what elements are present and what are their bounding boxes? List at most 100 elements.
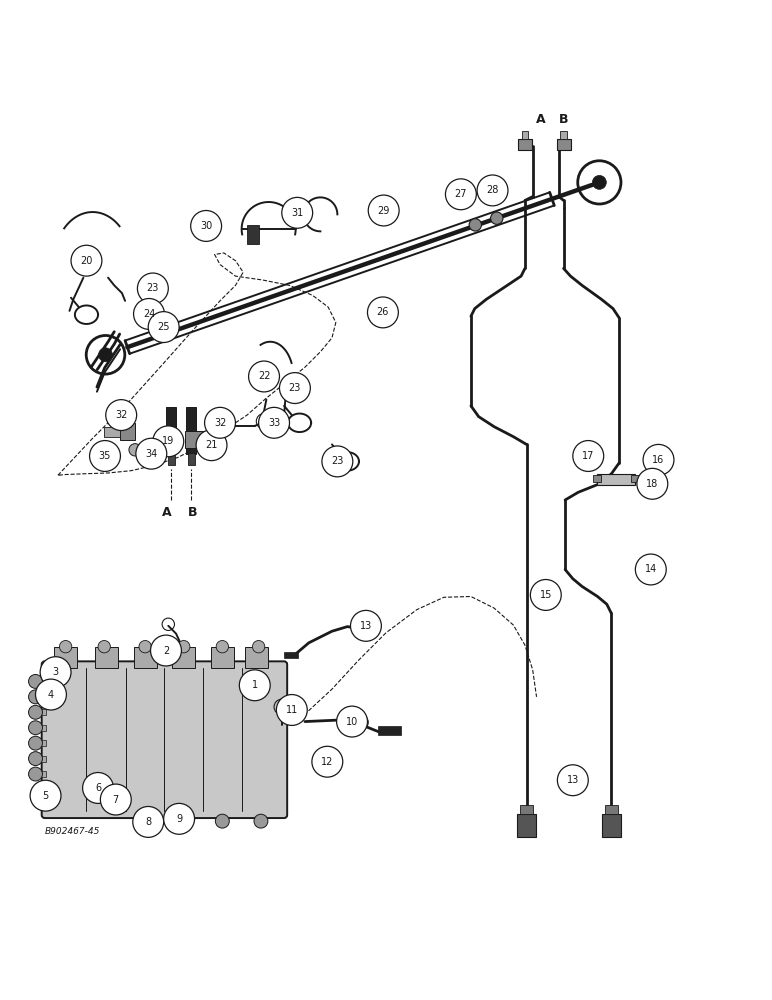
Circle shape [637,468,668,499]
Text: 22: 22 [258,371,270,381]
Bar [597,474,635,485]
Circle shape [350,610,381,641]
Circle shape [252,641,265,653]
Circle shape [592,175,606,189]
Circle shape [139,641,151,653]
Circle shape [29,752,42,766]
Circle shape [249,361,279,392]
Circle shape [164,803,195,834]
Circle shape [71,245,102,276]
Text: 17: 17 [582,451,594,461]
Circle shape [59,641,72,653]
Circle shape [134,299,164,329]
Bar [168,453,175,465]
Bar [37,725,46,731]
Text: 4: 4 [48,690,54,700]
Bar [104,427,120,437]
Circle shape [469,219,482,231]
Bar [518,139,532,150]
Text: 30: 30 [200,221,212,231]
Bar [284,652,298,658]
Circle shape [141,444,153,456]
Text: 3: 3 [52,667,59,677]
Circle shape [276,695,307,725]
Bar [37,771,46,777]
Text: 26: 26 [377,307,389,317]
Circle shape [196,430,227,461]
Bar [134,647,157,668]
Circle shape [29,705,42,719]
Text: 2: 2 [163,646,169,656]
Circle shape [557,765,588,796]
Text: 1: 1 [252,680,258,690]
Circle shape [312,746,343,777]
Text: 25: 25 [157,322,170,332]
Text: 20: 20 [80,256,93,266]
Circle shape [29,721,42,735]
Text: 13: 13 [567,775,579,785]
Text: 14: 14 [645,564,657,574]
Circle shape [368,195,399,226]
Text: 33: 33 [268,418,280,428]
Text: 21: 21 [205,440,218,450]
Bar [120,423,135,440]
Circle shape [83,773,113,803]
Text: 18: 18 [646,479,659,489]
Circle shape [191,211,222,241]
Bar [37,678,46,685]
Bar [517,814,536,837]
Circle shape [148,312,179,343]
Bar [211,647,234,668]
Text: B902467-45: B902467-45 [45,827,100,836]
Text: 6: 6 [95,783,101,793]
Bar [95,647,118,668]
Text: 12: 12 [321,757,334,767]
Text: 31: 31 [291,208,303,218]
Bar [245,647,268,668]
Bar [167,407,176,454]
Text: 32: 32 [214,418,226,428]
Bar [188,453,195,465]
Bar [520,805,533,814]
Circle shape [216,641,229,653]
Bar [37,694,46,700]
Circle shape [445,179,476,210]
Bar [172,647,195,668]
Circle shape [98,641,110,653]
Text: 35: 35 [99,451,111,461]
Text: 11: 11 [286,705,298,715]
Text: 13: 13 [360,621,372,631]
Circle shape [151,635,181,666]
Circle shape [178,641,190,653]
Bar [37,756,46,762]
Bar [37,740,46,746]
Circle shape [205,407,235,438]
Bar [602,814,621,837]
Text: 24: 24 [143,309,155,319]
Text: 15: 15 [540,590,552,600]
Text: 16: 16 [652,455,665,465]
Bar [185,431,207,448]
Text: 32: 32 [115,410,127,420]
Circle shape [29,690,42,704]
Circle shape [133,806,164,837]
Circle shape [30,780,61,811]
Circle shape [99,348,113,362]
Bar [54,647,77,668]
Circle shape [635,554,666,585]
Circle shape [177,814,191,828]
Circle shape [106,400,137,431]
Circle shape [36,679,66,710]
Circle shape [100,784,131,815]
Text: 28: 28 [486,185,499,195]
Text: A: A [162,506,171,519]
Circle shape [136,438,167,469]
Circle shape [259,407,290,438]
Text: 8: 8 [145,817,151,827]
Bar [378,726,401,735]
Text: 27: 27 [455,189,467,199]
Circle shape [530,580,561,610]
Text: A: A [536,113,545,126]
Bar [593,475,601,482]
Circle shape [279,373,310,404]
